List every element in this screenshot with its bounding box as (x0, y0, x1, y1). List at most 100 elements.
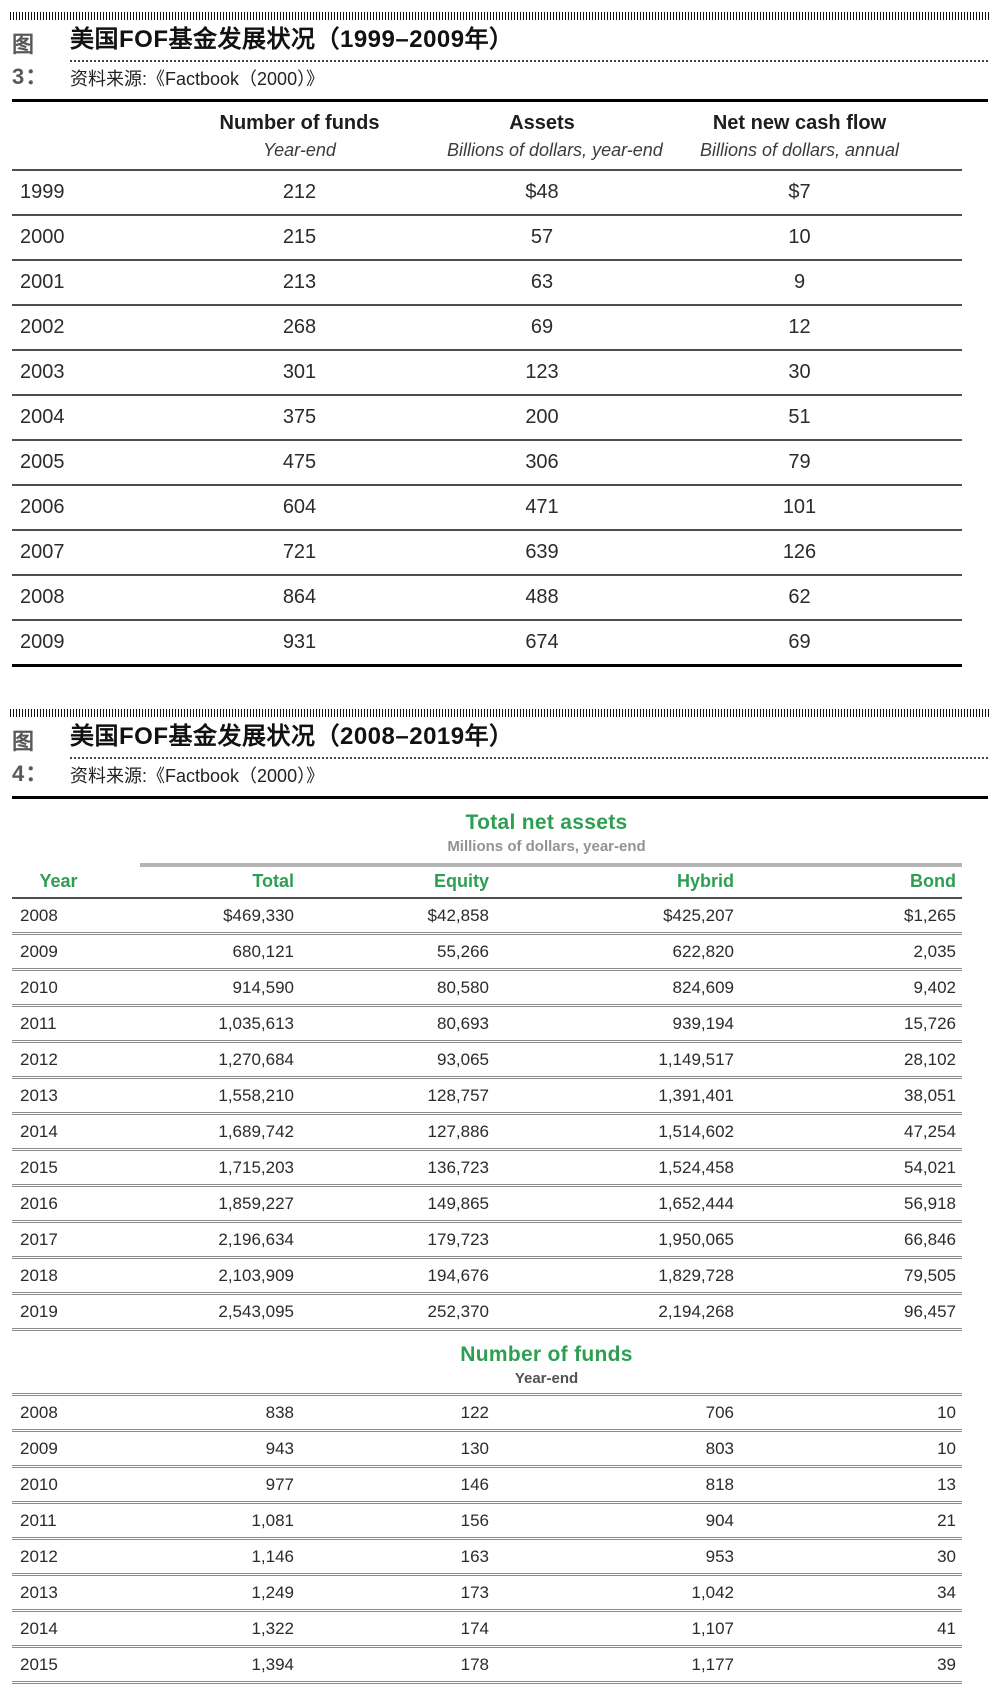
table-cell: 1,432 (105, 1681, 300, 1688)
table-cell: 2005 (12, 439, 152, 485)
table-cell: 2016 (12, 1184, 105, 1222)
table-row: 2012 1,146 163 953 30 (12, 1537, 962, 1575)
table-row: 2002 268 69 12 (12, 304, 962, 350)
table-cell: 34 (740, 1573, 962, 1611)
table-cell: 1,514,602 (495, 1112, 740, 1150)
table-cell: 301 (152, 349, 447, 395)
column-subtitle: Billions of dollars, annual (699, 140, 900, 160)
table-cell: 2010 (12, 1465, 105, 1503)
table-cell: 149,865 (300, 1184, 495, 1222)
table-cell: 953 (495, 1537, 740, 1575)
table-cell: 13 (740, 1465, 962, 1503)
table-cell: 864 (152, 574, 447, 620)
table-cell: 1,859,227 (105, 1184, 300, 1222)
table-cell: 1,715,203 (105, 1148, 300, 1186)
table-cell: 2009 (12, 1429, 105, 1467)
table-cell: 1,270,684 (105, 1040, 300, 1078)
table-cell: 2,194,268 (495, 1292, 740, 1330)
table-cell: 9,402 (740, 968, 962, 1006)
table-cell: 39 (740, 1645, 962, 1683)
black-rule (12, 99, 988, 102)
table-cell: 136,723 (300, 1148, 495, 1186)
table-cell: 2013 (12, 1076, 105, 1114)
table-row: 2008 864 488 62 (12, 574, 962, 620)
table-cell: 1,524,458 (495, 1148, 740, 1186)
table-cell: 79 (637, 439, 962, 485)
table-row: 2003 301 123 30 (12, 349, 962, 395)
gray-rule (140, 863, 962, 867)
table-row: 2014 1,689,742 127,886 1,514,602 47,254 (12, 1112, 962, 1150)
table-cell: 2015 (12, 1645, 105, 1683)
table-cell: 10 (740, 1393, 962, 1431)
table-row: 2009 931 674 69 (12, 619, 962, 666)
table-cell: 194,676 (300, 1256, 495, 1294)
table-cell: 2008 (12, 1393, 105, 1431)
table-cell: 2003 (12, 349, 152, 395)
table-cell: 306 (447, 439, 637, 485)
table-cell: 213 (152, 259, 447, 305)
figure4-title: 美国FOF基金发展状况（2008–2019年） (70, 723, 514, 750)
table-cell: 674 (447, 619, 637, 666)
table-cell: 2015 (12, 1148, 105, 1186)
table-cell: 818 (495, 1465, 740, 1503)
table-cell: $48 (447, 169, 637, 215)
table-cell: 1,652,444 (495, 1184, 740, 1222)
table-cell: 2007 (12, 529, 152, 575)
table-cell: 126 (637, 529, 962, 575)
column-title: Net new cash flow (712, 112, 887, 134)
table-cell: 1,391,401 (495, 1076, 740, 1114)
dotted-rule (70, 60, 988, 62)
figure3-table: Number of funds Year-end Assets Billions… (12, 102, 962, 667)
table-cell: 1,035,613 (105, 1004, 300, 1042)
figure4-table-head: Year Total Equity Hybrid Bond (12, 867, 962, 899)
table-cell: 30 (740, 1537, 962, 1575)
table-cell: 163 (300, 1537, 495, 1575)
table-cell: 1,042 (495, 1573, 740, 1611)
table-cell: 51 (637, 394, 962, 440)
column-header-net-new-cash-flow: Net new cash flow Billions of dollars, a… (637, 102, 962, 170)
table-cell: 824,609 (495, 968, 740, 1006)
table-cell: 931 (152, 619, 447, 666)
table-cell: 2,103,909 (105, 1256, 300, 1294)
table-cell: 1,322 (105, 1609, 300, 1647)
table-cell: 10 (740, 1429, 962, 1467)
table-cell: 179,723 (300, 1220, 495, 1258)
figure3-title: 美国FOF基金发展状况（1999–2009年） (70, 26, 514, 53)
table-row: 2018 2,103,909 194,676 1,829,728 79,505 (12, 1256, 962, 1294)
table-row: 2006 604 471 101 (12, 484, 962, 530)
table-cell: 252,370 (300, 1292, 495, 1330)
column-title: Assets (509, 112, 575, 134)
table-cell: 1,146 (105, 1537, 300, 1575)
table-cell: 1,107 (495, 1609, 740, 1647)
column-title: Number of funds (219, 112, 380, 134)
table-cell: 79,505 (740, 1256, 962, 1294)
table-cell: 41 (740, 1609, 962, 1647)
table-cell: $425,207 (663, 905, 734, 925)
table-cell: 1,558,210 (105, 1076, 300, 1114)
figure3-header: 图3： 美国FOF基金发展状况（1999–2009年） 资料来源:《Factbo… (12, 24, 988, 91)
year-column-header (12, 102, 152, 170)
table-cell: 706 (495, 1393, 740, 1431)
table-row: 2013 1,558,210 128,757 1,391,401 38,051 (12, 1076, 962, 1114)
table-cell: 1,950,065 (495, 1220, 740, 1258)
dotted-rule (70, 757, 988, 759)
column-header-total: Total (105, 867, 300, 899)
table-cell: 173 (300, 1681, 495, 1688)
table-row: 2011 1,035,613 80,693 939,194 15,726 (12, 1004, 962, 1042)
table-row: 2015 1,394 178 1,177 39 (12, 1645, 962, 1683)
table-cell: 803 (495, 1429, 740, 1467)
section-subheading-total-net-assets: Millions of dollars, year-end (447, 838, 646, 855)
column-header-year: Year (12, 867, 105, 899)
table-row: 2017 2,196,634 179,723 1,950,065 66,846 (12, 1220, 962, 1258)
table-cell: 1,149,517 (495, 1040, 740, 1078)
figure4-assets-table: Year Total Equity Hybrid Bond 2008 $469,3… (12, 867, 962, 1331)
figure3-source: 资料来源:《Factbook（2000）》 (70, 69, 325, 89)
table-cell: 2006 (12, 484, 152, 530)
table-cell: 1,394 (105, 1645, 300, 1683)
table-cell: 63 (447, 259, 637, 305)
table-cell: 2011 (12, 1501, 105, 1539)
table-cell: 639 (447, 529, 637, 575)
table-cell: 471 (447, 484, 637, 530)
table-row: 1999 212 $48 $7 (12, 169, 962, 215)
table-cell: 174 (300, 1609, 495, 1647)
